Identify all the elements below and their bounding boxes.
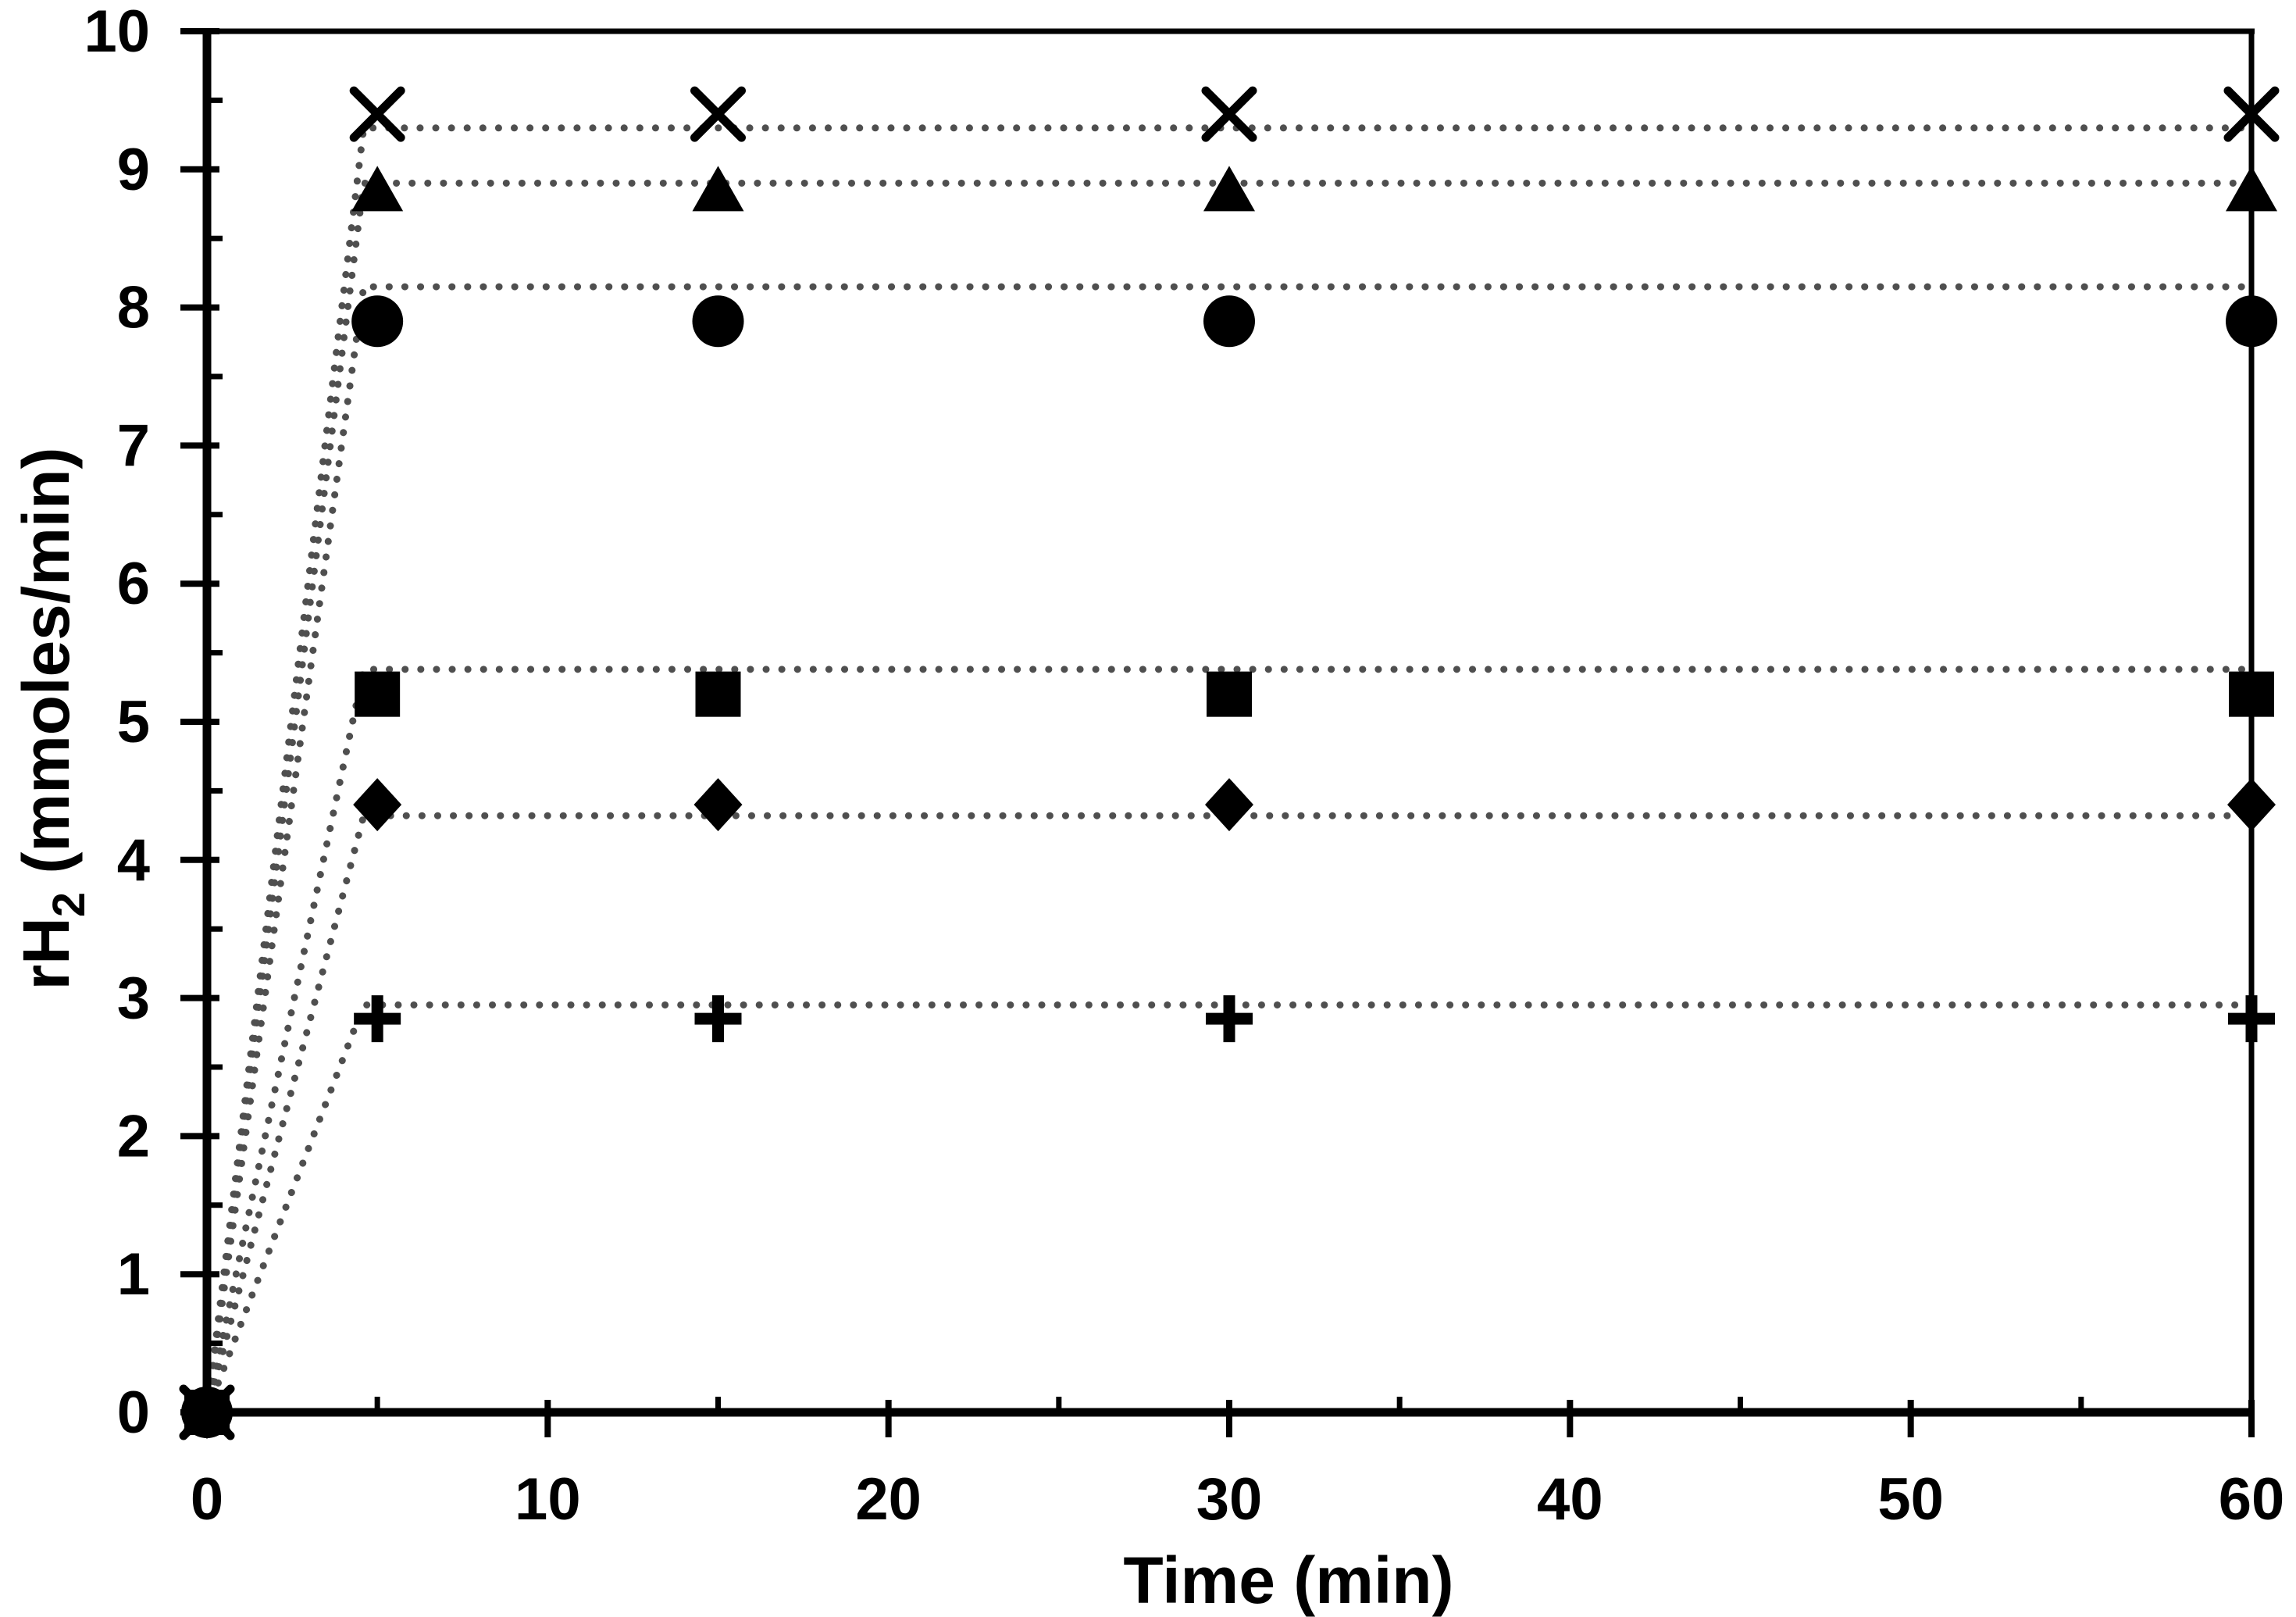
x-tick-label: 10 <box>515 1466 581 1533</box>
y-tick-label: 0 <box>117 1380 150 1446</box>
x-tick-label: 60 <box>2219 1466 2285 1533</box>
plus-marker <box>2228 995 2275 1043</box>
triangle-marker <box>1203 166 1255 212</box>
y-tick-label: 6 <box>117 551 150 617</box>
x-tick-label: 40 <box>1537 1466 1603 1533</box>
cross-series <box>179 86 2280 1440</box>
fit-line-circle <box>203 283 2255 1416</box>
plot-root: 0 1 2 3 4 5 6 7 8 9 10 0 10 20 30 40 50 60 rH2 (mmoles/min… <box>9 0 2284 1533</box>
plus-marker <box>1206 995 1253 1043</box>
diamond-marker <box>693 778 743 832</box>
ticks-and-labels: 0 1 2 3 4 5 6 7 8 9 10 0 10 20 30 40 50 60 <box>84 0 2284 1533</box>
square-marker <box>695 671 741 717</box>
y-tick-label: 9 <box>117 137 150 203</box>
y-tick-label: 2 <box>117 1103 150 1169</box>
diamond-marker <box>353 778 402 832</box>
x-tick-label: 30 <box>1196 1466 1263 1533</box>
diamond-marker <box>2227 778 2276 832</box>
fit-lines <box>203 124 2255 1416</box>
plus-marker <box>694 995 742 1043</box>
circle-marker <box>692 295 744 348</box>
diamond-marker <box>1205 778 1253 832</box>
y-tick-label: 8 <box>117 275 150 341</box>
circle-marker <box>351 295 404 348</box>
circle-marker <box>1203 295 1255 348</box>
x-tick-label: 20 <box>855 1466 922 1533</box>
y-tick-label: 5 <box>117 689 150 755</box>
triangle-marker <box>692 166 744 212</box>
plus-series <box>184 995 2275 1436</box>
square-marker <box>1207 671 1252 717</box>
fit-line-diamond <box>203 812 2255 1416</box>
square-marker <box>355 671 401 717</box>
fit-line-square <box>203 666 2255 1416</box>
square-series <box>184 671 2274 1435</box>
y-tick-label: 1 <box>117 1241 150 1308</box>
triangle-marker <box>2226 166 2277 212</box>
plus-marker <box>184 1389 230 1436</box>
triangle-marker <box>351 166 404 212</box>
square-marker <box>2229 671 2274 717</box>
circle-marker <box>2226 295 2277 348</box>
cross-marker <box>1201 86 1257 142</box>
cross-marker <box>690 86 746 142</box>
diamond-series <box>183 778 2276 1439</box>
y-tick-label: 3 <box>117 966 150 1032</box>
y-tick-label: 4 <box>117 827 150 894</box>
fit-line-triangle <box>203 179 2255 1416</box>
fit-line-plus <box>203 1001 2255 1416</box>
y-tick-label: 7 <box>117 412 150 479</box>
circle-series <box>181 295 2277 1438</box>
axes <box>202 28 2255 1417</box>
cross-marker <box>349 86 405 142</box>
x-axis-title: Time (min) <box>1123 1544 1453 1617</box>
cross-marker <box>2223 86 2280 142</box>
plus-marker <box>354 995 401 1043</box>
x-tick-label: 0 <box>191 1466 223 1533</box>
y-axis-title: rH2 (mmoles/min) <box>9 447 94 990</box>
x-tick-label: 50 <box>1877 1466 1944 1533</box>
y-tick-label: 10 <box>84 0 150 65</box>
